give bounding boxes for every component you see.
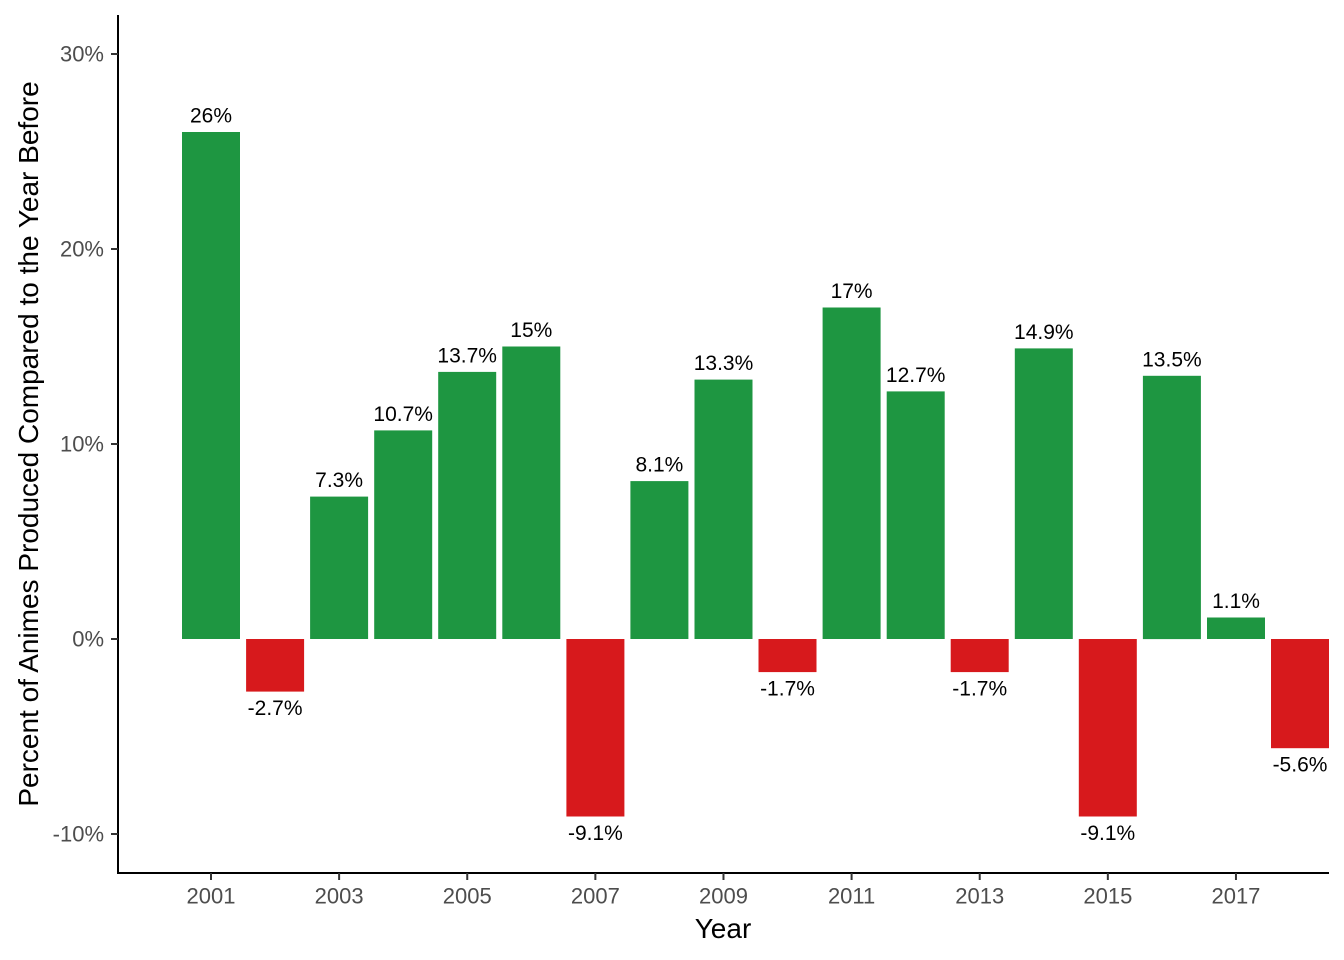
bar-value-label-2003: 7.3% <box>315 469 363 492</box>
y-tick-label: 0% <box>72 627 104 652</box>
x-tick-label: 2003 <box>315 884 364 909</box>
bar-value-label-2012: 12.7% <box>886 364 946 387</box>
bar-value-label-2018: -5.6% <box>1273 754 1328 777</box>
bar-value-label-2006: 15% <box>510 319 552 342</box>
bar-value-label-2005: 13.7% <box>437 344 497 367</box>
bar-value-label-2014: 14.9% <box>1014 321 1074 344</box>
bar-2005 <box>438 371 497 639</box>
bar-2010 <box>758 639 817 673</box>
bar-2014 <box>1014 348 1073 639</box>
bar-2008 <box>630 481 689 639</box>
bar-labels-group: 26% -2.7% 7.3% 10.7% 13.7% 15% -9.1% 8.1% 13.3% -… <box>190 105 1327 846</box>
bar-2016 <box>1142 375 1201 640</box>
bar-value-label-2010: -1.7% <box>760 678 815 701</box>
bar-value-label-2016: 13.5% <box>1142 348 1202 371</box>
bar-2002 <box>246 639 305 692</box>
y-tick-label: 10% <box>60 432 104 457</box>
x-ticks-group: 2001 2003 2005 2007 2009 2011 2013 2015 2017 <box>187 873 1260 909</box>
bar-2012 <box>886 391 945 639</box>
bar-2018 <box>1271 639 1329 749</box>
bar-2003 <box>310 496 369 639</box>
x-tick-label: 2001 <box>187 884 236 909</box>
bars-group <box>182 132 1329 817</box>
x-axis-title: Year <box>695 913 752 944</box>
bar-2009 <box>694 379 753 639</box>
bar-2015 <box>1078 639 1137 817</box>
bar-2004 <box>374 430 433 639</box>
y-axis-title: Percent of Animes Produced Compared to t… <box>13 81 44 806</box>
bar-value-label-2008: 8.1% <box>635 454 683 477</box>
bar-2017 <box>1207 617 1265 639</box>
y-ticks-group: -10% 0% 10% 20% 30% <box>53 42 118 847</box>
x-tick-label: 2005 <box>443 884 492 909</box>
bar-value-label-2001: 26% <box>190 105 232 128</box>
bar-value-label-2017: 1.1% <box>1212 590 1260 613</box>
bar-2001 <box>182 132 240 639</box>
x-tick-label: 2011 <box>828 884 875 909</box>
x-tick-label: 2015 <box>1083 884 1132 909</box>
bar-value-label-2007: -9.1% <box>568 822 623 845</box>
bar-2013 <box>950 639 1009 673</box>
x-tick-label: 2007 <box>571 884 620 909</box>
bar-value-label-2004: 10.7% <box>373 403 433 426</box>
bar-value-label-2009: 13.3% <box>694 352 754 375</box>
y-tick-label: 30% <box>60 42 104 67</box>
bar-value-label-2013: -1.7% <box>952 678 1007 701</box>
bar-2007 <box>566 639 625 817</box>
bar-value-label-2015: -9.1% <box>1080 822 1135 845</box>
y-tick-label: 20% <box>60 237 104 262</box>
bar-value-label-2002: -2.7% <box>248 697 303 720</box>
x-tick-label: 2009 <box>699 884 748 909</box>
x-tick-label: 2017 <box>1211 884 1260 909</box>
y-tick-label: -10% <box>53 822 104 847</box>
bar-2011 <box>822 307 881 639</box>
x-tick-label: 2013 <box>955 884 1004 909</box>
bar-2006 <box>502 346 561 639</box>
bar-value-label-2011: 17% <box>831 280 873 303</box>
